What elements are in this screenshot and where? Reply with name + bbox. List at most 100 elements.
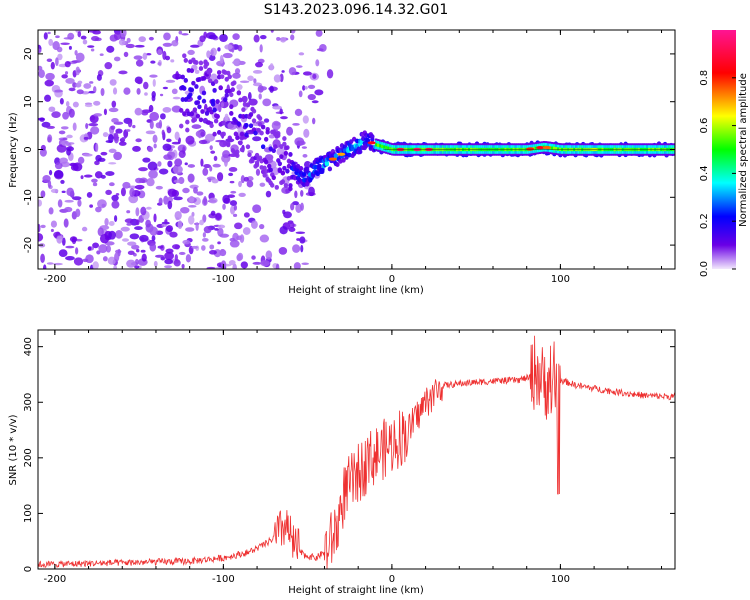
noise-blob <box>67 32 75 40</box>
noise-blob <box>95 206 102 213</box>
noise-blob <box>294 108 303 117</box>
noise-blob <box>157 49 163 56</box>
snr-x-tick-label: 0 <box>389 574 395 585</box>
trace-blob <box>223 97 228 103</box>
trace-blob <box>210 98 216 104</box>
noise-blob <box>64 206 73 213</box>
trace-blob <box>185 127 190 133</box>
noise-blob <box>135 177 143 184</box>
noise-blob <box>148 104 154 113</box>
noise-blob <box>260 35 267 40</box>
noise-blob <box>95 154 102 162</box>
noise-blob <box>72 196 82 201</box>
noise-blob <box>169 231 178 238</box>
band-center <box>377 143 380 147</box>
noise-blob <box>247 75 254 82</box>
noise-blob <box>202 232 207 238</box>
trace-blob <box>192 117 198 123</box>
noise-blob <box>167 200 173 210</box>
noise-blob <box>162 143 172 151</box>
noise-blob <box>220 249 225 252</box>
noise-blob <box>290 34 295 41</box>
spectrogram-heatmap <box>38 30 675 269</box>
trace-blob <box>262 172 267 178</box>
noise-blob <box>163 154 172 160</box>
noise-blob <box>88 123 99 127</box>
trace-blob <box>195 113 201 119</box>
trace-blob <box>254 152 260 158</box>
noise-blob <box>126 259 136 268</box>
figure-title: S143.2023.096.14.32.G01 <box>264 2 449 18</box>
noise-blob <box>108 134 114 144</box>
noise-blob <box>38 199 42 207</box>
noise-blob <box>240 175 245 184</box>
noise-blob <box>293 262 301 269</box>
noise-blob <box>118 39 126 46</box>
trace-blob <box>226 141 231 147</box>
noise-blob <box>273 74 282 83</box>
noise-blob <box>181 263 185 269</box>
noise-blob <box>292 201 299 206</box>
spectrogram-y-tick-label: 0 <box>23 146 34 152</box>
noise-blob <box>61 237 66 246</box>
trace-blob <box>213 79 219 84</box>
trace-blob <box>232 80 237 86</box>
noise-blob <box>47 31 51 35</box>
trace-blob <box>221 131 226 137</box>
noise-blob <box>202 237 209 242</box>
noise-blob <box>255 168 261 176</box>
noise-blob <box>146 178 155 187</box>
noise-blob <box>56 144 67 153</box>
trace-blob <box>260 124 266 130</box>
noise-blob <box>159 93 164 97</box>
trace-blob <box>201 76 207 81</box>
noise-blob <box>232 72 241 79</box>
trace-blob <box>358 149 363 155</box>
noise-blob <box>38 48 42 54</box>
trace-blob <box>180 74 185 80</box>
noise-blob <box>259 234 270 243</box>
noise-blob <box>269 85 274 93</box>
noise-blob <box>228 259 236 266</box>
noise-blob <box>246 180 254 188</box>
noise-blob <box>199 35 206 43</box>
noise-blob <box>64 140 68 144</box>
noise-blob <box>259 44 263 53</box>
noise-blob <box>269 63 274 71</box>
noise-blob <box>134 44 145 48</box>
noise-blob <box>173 196 183 201</box>
noise-blob <box>279 108 283 115</box>
noise-blob <box>120 226 130 232</box>
noise-blob <box>132 124 136 129</box>
noise-blob <box>128 185 138 189</box>
noise-blob <box>99 53 104 56</box>
spectrogram-x-label: Height of straight line (km) <box>288 285 424 296</box>
noise-blob <box>165 79 176 83</box>
trace-blob <box>191 80 196 86</box>
noise-blob <box>115 128 123 134</box>
noise-blob <box>98 244 108 254</box>
noise-blob <box>202 167 209 176</box>
colorbar-tick-label: 0.0 <box>699 261 710 277</box>
trace-blob <box>229 111 234 116</box>
noise-blob <box>211 178 219 184</box>
noise-blob <box>178 251 186 255</box>
noise-blob <box>54 169 64 179</box>
band-center <box>534 146 538 151</box>
trace-blob <box>301 171 307 177</box>
noise-blob <box>204 133 215 142</box>
trace-blob <box>182 111 187 117</box>
noise-blob <box>164 219 168 224</box>
trace-blob <box>239 131 245 137</box>
noise-blob <box>149 120 154 129</box>
noise-blob <box>83 136 89 140</box>
noise-blob <box>203 195 207 205</box>
noise-blob <box>142 157 151 163</box>
noise-blob <box>308 186 315 197</box>
trace-blob <box>273 144 278 150</box>
noise-blob <box>129 233 140 240</box>
noise-blob <box>243 212 250 218</box>
noise-blob <box>113 56 121 62</box>
snr-panel: -200 -100 0 100 0 100 200 300 400 Height of stra… <box>8 329 676 596</box>
trace-blob <box>238 97 243 103</box>
